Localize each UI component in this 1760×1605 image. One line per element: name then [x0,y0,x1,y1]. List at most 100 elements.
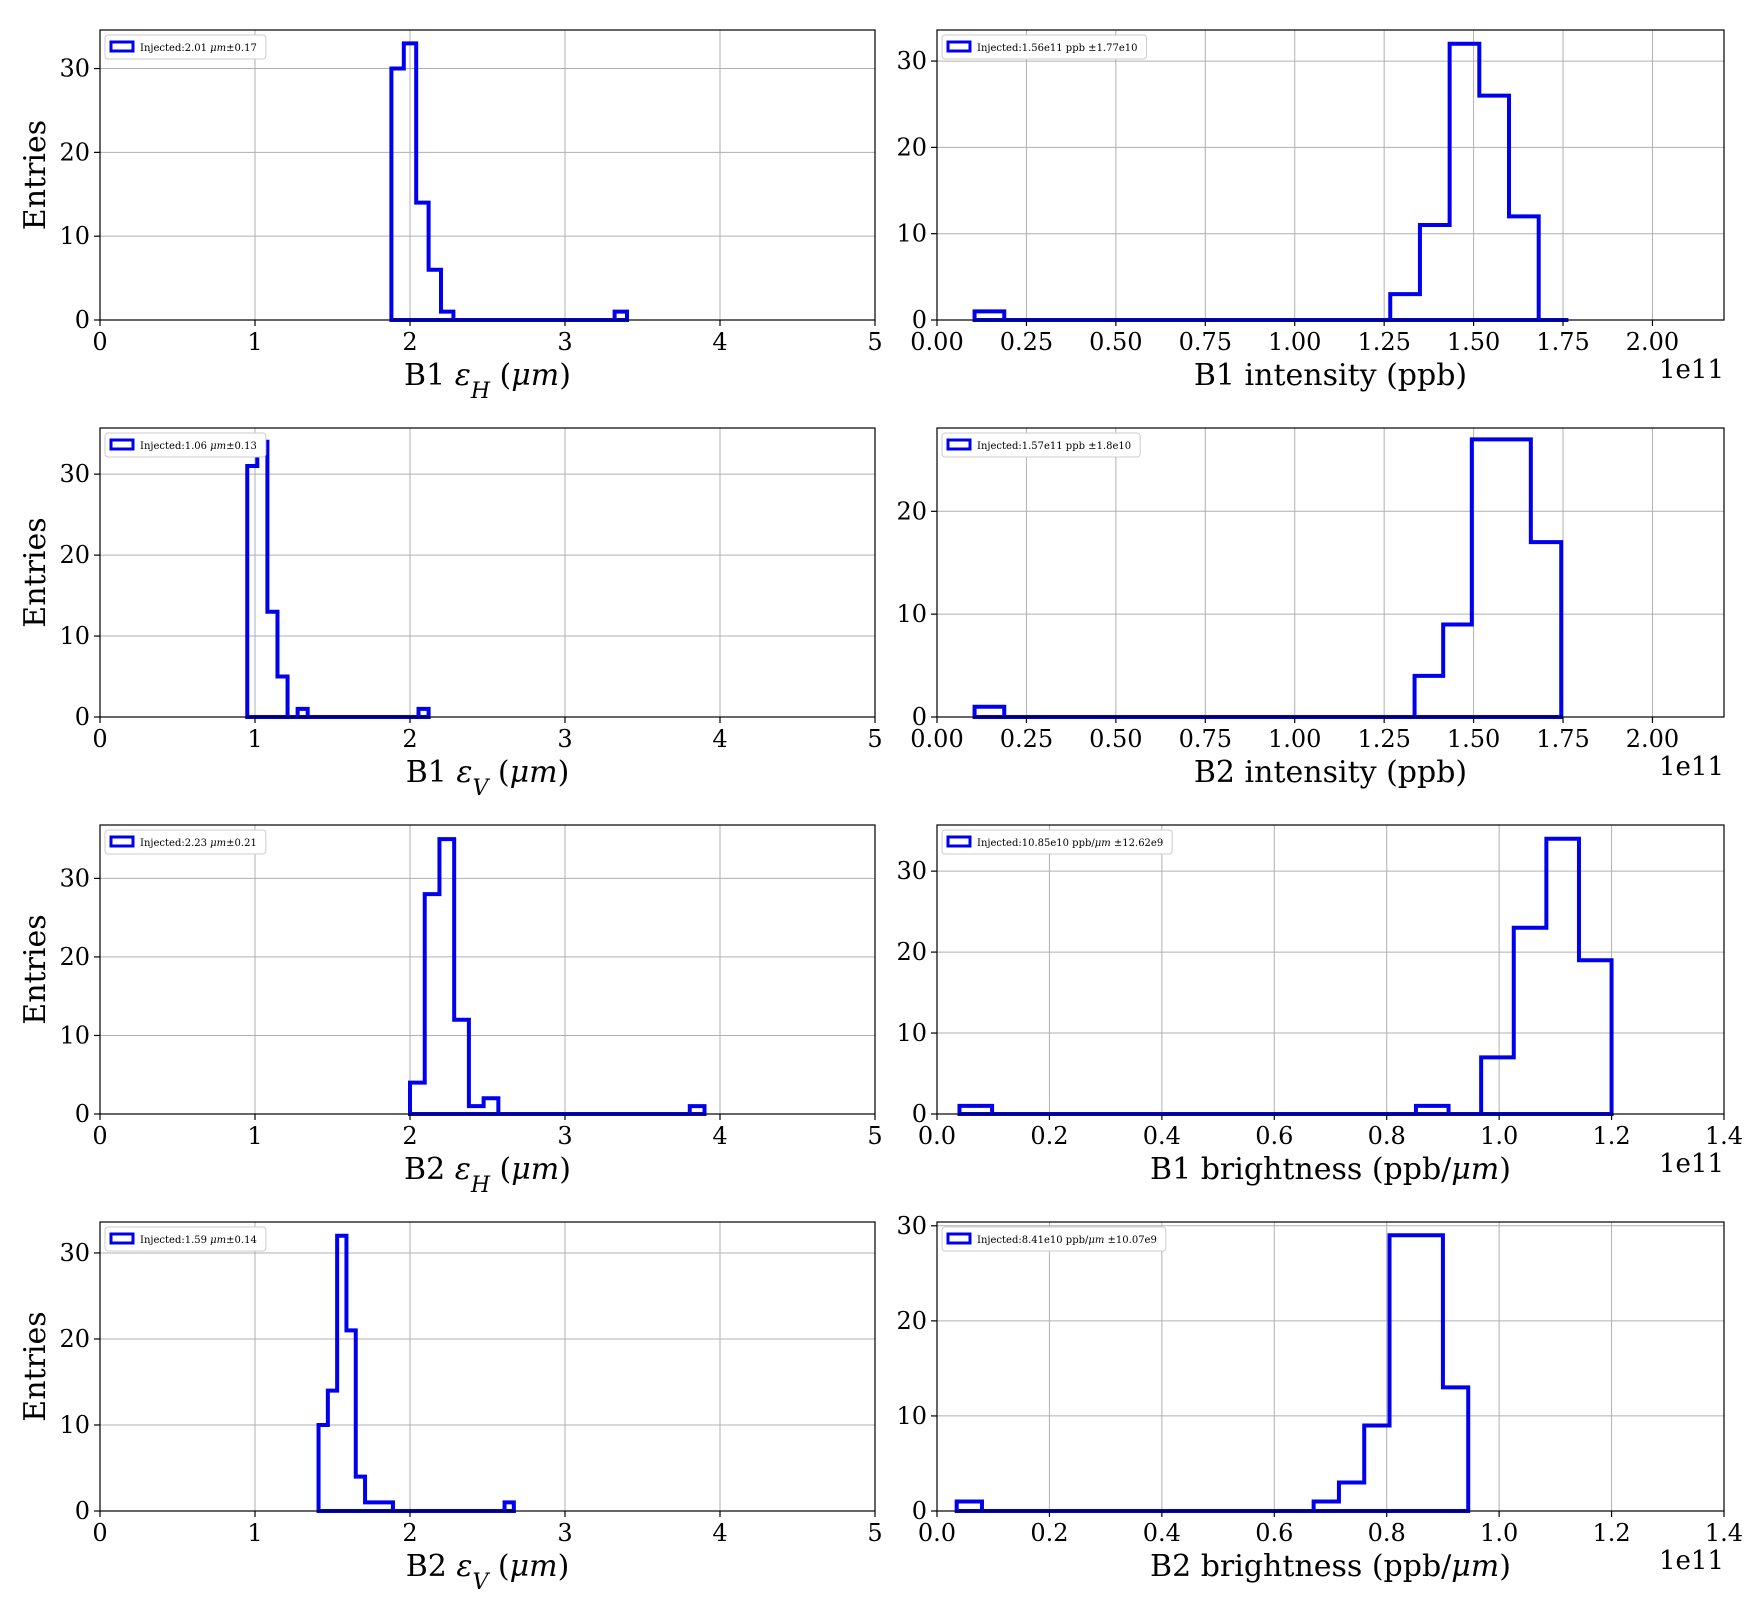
legend-text: Injected:2.23 μm±0.21 [140,838,257,849]
legend-frame [104,829,267,855]
x-tick-label: 1 [247,725,262,753]
x-tick-label: 0.4 [1143,1122,1181,1150]
x-tick-label: 1.50 [1447,725,1500,753]
x-tick-label: 1.25 [1357,328,1410,356]
y-tick-label: 0 [912,703,927,731]
x-tick-label: 2 [402,725,417,753]
y-tick-label: 20 [59,138,90,166]
y-tick-label: 0 [75,306,90,334]
x-tick-label: 1.25 [1357,725,1410,753]
y-tick-label: 10 [59,1411,90,1439]
histogram-panel: 0.0 0.2 0.4 0.6 0.8 1.0 1.2 1.4 0 10 20 30 B1 bright… [896,824,1743,1187]
plot-frame [936,1221,1725,1512]
y-tick-label: 20 [896,497,927,525]
plot-frame [99,427,876,718]
legend-frame [104,34,267,60]
x-tick-label: 4 [712,1519,727,1547]
histogram-panel: 0 1 2 3 4 5 0 10 20 30 B1 εH (μm) Entries Injected:2… [18,29,883,404]
x-tick-label: 0.25 [1000,328,1053,356]
legend: Injected:10.85e10 ppb/μm ±12.62e9 [941,829,1173,855]
x-tick-label: 1.2 [1592,1122,1630,1150]
x-tick-label: 0.6 [1255,1122,1293,1150]
x-axis-label: B1 εV (μm) [406,755,570,801]
x-tick-label: 1.75 [1536,725,1589,753]
x-tick-label: 0.0 [918,1519,956,1547]
legend-frame [941,1226,1167,1252]
x-tick-label: 5 [867,725,882,753]
x-tick-label: 0.75 [1179,328,1232,356]
plot-frame [99,29,876,321]
y-tick-label: 10 [896,1402,927,1430]
x-tick-label: 0.2 [1030,1122,1068,1150]
x-tick-label: 1.0 [1480,1519,1518,1547]
plot-frame [936,29,1725,321]
x-tick-label: 0.00 [910,328,963,356]
x-axis-offset-label: 1e11 [1659,355,1724,385]
x-tick-label: 0 [92,328,107,356]
plot-frame [99,824,876,1115]
histogram-panel: 0 1 2 3 4 5 0 10 20 30 B2 εV (μm) Entries Injected:1… [18,1221,883,1595]
x-tick-label: 0.4 [1143,1519,1181,1547]
x-tick-label: 1 [247,1122,262,1150]
x-axis-label: B2 brightness (ppb/μm) [1150,1549,1511,1584]
y-tick-label: 10 [59,1021,90,1049]
histogram-step-outline [316,1233,516,1513]
x-tick-label: 2.00 [1626,725,1679,753]
histogram-panel: 0.0 0.2 0.4 0.6 0.8 1.0 1.2 1.4 0 10 20 30 B2 bright… [896,1212,1743,1584]
x-tick-label: 0.8 [1368,1122,1406,1150]
plot-frame [936,824,1725,1115]
y-tick-label: 10 [59,622,90,650]
x-tick-label: 0.6 [1255,1519,1293,1547]
legend-text: Injected:8.41e10 ppb/μm ±10.07e9 [977,1235,1157,1246]
legend-swatch [109,1232,135,1245]
x-tick-label: 0.8 [1368,1519,1406,1547]
legend: Injected:1.57e11 ppb ±1.8e10 [941,432,1141,458]
plot-frame [99,1221,876,1512]
legend: Injected:2.01 μm±0.17 [104,34,267,60]
plot-frame [936,427,1725,718]
x-tick-label: 5 [867,328,882,356]
y-tick-label: 10 [896,220,927,248]
legend-text: Injected:1.57e11 ppb ±1.8e10 [977,441,1131,452]
x-tick-label: 3 [557,1122,572,1150]
y-tick-label: 10 [59,222,90,250]
histogram-step-outline [389,41,629,322]
y-tick-label: 30 [896,1212,927,1240]
y-tick-label: 20 [59,943,90,971]
y-tick-label: 20 [896,938,927,966]
x-tick-label: 0 [92,725,107,753]
x-tick-label: 4 [712,1122,727,1150]
legend-text: Injected:1.59 μm±0.14 [140,1235,257,1246]
x-tick-label: 1.4 [1705,1122,1743,1150]
y-tick-label: 20 [59,1325,90,1353]
histogram-panel: 0.00 0.25 0.50 0.75 1.00 1.25 1.50 1.75 2.00 0 10 2… [896,427,1725,790]
legend-text: Injected:1.56e11 ppb ±1.77e10 [977,43,1137,54]
y-axis-label: Entries [18,914,53,1024]
legend-text: Injected:2.01 μm±0.17 [140,43,257,54]
y-tick-label: 0 [912,1100,927,1128]
y-tick-label: 0 [75,1497,90,1525]
x-tick-label: 1.50 [1447,328,1500,356]
y-tick-label: 0 [75,703,90,731]
x-tick-label: 0 [92,1519,107,1547]
x-axis-label: B1 εH (μm) [404,358,571,404]
y-tick-label: 30 [59,460,90,488]
x-tick-label: 0.50 [1089,725,1142,753]
y-tick-label: 0 [912,306,927,334]
x-axis-offset-label: 1e11 [1659,752,1724,782]
x-tick-label: 1.4 [1705,1519,1743,1547]
histogram-step-outline [408,837,707,1116]
histogram-panel: 0 1 2 3 4 5 0 10 20 30 B2 εH (μm) Entries Injected:2… [18,824,883,1198]
legend-frame [941,34,1147,60]
x-axis-label: B2 εV (μm) [406,1549,570,1595]
x-tick-label: 0 [92,1122,107,1150]
legend-frame [941,829,1173,855]
legend-frame [941,432,1141,458]
x-axis-label: B1 brightness (ppb/μm) [1150,1152,1511,1187]
histogram-panel: 0.00 0.25 0.50 0.75 1.00 1.25 1.50 1.75 2.00 0 10 2… [896,29,1725,393]
x-tick-label: 1.0 [1480,1122,1518,1150]
x-tick-label: 5 [867,1122,882,1150]
x-axis-label: B1 intensity (ppb) [1194,358,1467,393]
